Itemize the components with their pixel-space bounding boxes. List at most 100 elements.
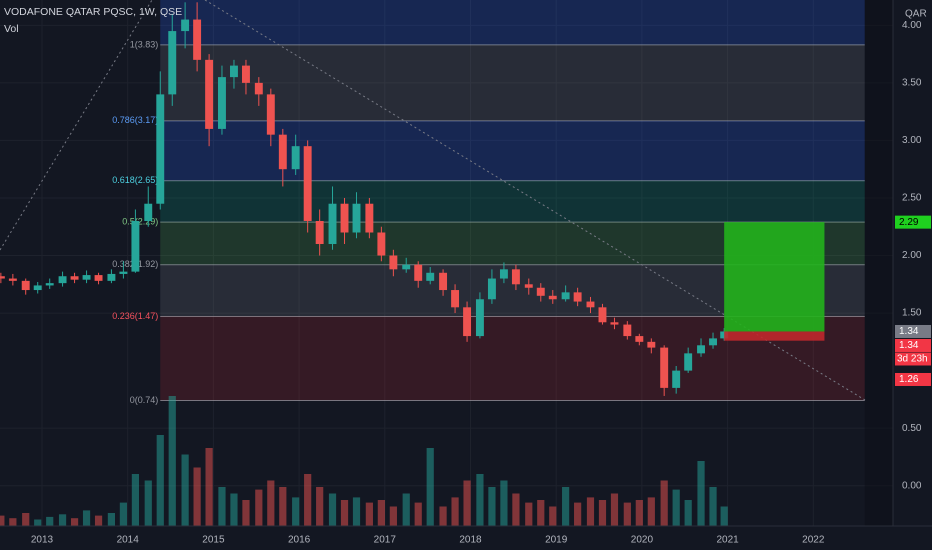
x-tick-label: 2014 — [117, 535, 140, 546]
candle-body — [402, 264, 411, 270]
volume-bar — [70, 518, 79, 526]
volume-bar — [439, 506, 447, 526]
candle-body — [303, 146, 312, 221]
candle-body — [365, 203, 374, 233]
candle-body — [610, 322, 619, 325]
candles — [0, 2, 729, 396]
volume-bar — [316, 487, 324, 526]
candle-body — [499, 269, 508, 279]
candle-body — [463, 307, 472, 337]
candle-body — [218, 77, 226, 129]
price-tag — [895, 215, 931, 229]
x-tick-label: 2018 — [459, 535, 482, 546]
volume-bar — [672, 489, 680, 526]
volume-bar — [218, 487, 226, 526]
price-tag — [895, 372, 931, 386]
candle-body — [511, 269, 520, 285]
fib-label: 0(0.74) — [130, 395, 159, 405]
chart-title: VODAFONE QATAR PQSC, 1W, QSE — [4, 6, 182, 18]
volume-bar — [598, 500, 607, 526]
volume-bar — [488, 487, 496, 526]
candle-body — [340, 203, 349, 233]
candle-body — [21, 280, 30, 291]
candle-body — [389, 255, 398, 270]
volume-bar — [107, 513, 116, 526]
volume-bar — [537, 500, 545, 526]
volume-bar — [720, 506, 728, 526]
volume-bars — [0, 396, 728, 526]
volume-bar — [697, 461, 705, 526]
volume-bar — [352, 497, 361, 526]
volume-bar — [156, 435, 164, 526]
volume-bar — [22, 513, 30, 526]
candle-body — [328, 203, 337, 245]
fib-band — [160, 0, 865, 45]
volume-bar — [58, 514, 67, 526]
x-tick-label: 2019 — [545, 535, 568, 546]
volume-bar — [131, 474, 140, 526]
volume-bar — [340, 500, 349, 526]
volume-bar — [144, 480, 152, 526]
price-axis — [893, 0, 932, 526]
candle-body — [119, 271, 128, 274]
candle-body — [635, 336, 644, 342]
candle-body — [266, 94, 275, 135]
candle-body — [475, 299, 484, 337]
candle-body — [647, 341, 656, 348]
countdown-label: 3d 23h — [897, 354, 928, 365]
volume-bar — [610, 493, 619, 526]
candle-body — [487, 278, 496, 300]
candle-body — [586, 301, 595, 308]
volume-bar — [389, 506, 397, 526]
volume-bar — [463, 480, 471, 526]
candle-body — [660, 347, 669, 388]
volume-bar — [82, 510, 91, 526]
candle-body — [193, 19, 202, 60]
candle-body — [131, 220, 140, 272]
candle-body — [561, 292, 570, 300]
candle-body — [45, 283, 54, 286]
candle-body — [623, 324, 632, 337]
candle-body — [414, 264, 423, 281]
y-tick-label: 4.00 — [902, 20, 922, 31]
candle-body — [697, 345, 705, 354]
candle-body — [8, 278, 17, 281]
price-tag-label: 1.34 — [899, 340, 919, 351]
candle-body — [254, 82, 263, 95]
candle-body — [548, 295, 557, 300]
candle-body — [439, 272, 448, 291]
fib-label: 0.618(2.65) — [112, 175, 158, 185]
volume-bar — [709, 487, 717, 526]
price-tag-label: 1.34 — [899, 326, 919, 337]
candle-body — [156, 94, 165, 204]
volume-bar — [377, 500, 385, 526]
volume-bar — [242, 500, 250, 526]
volume-bar — [635, 500, 643, 526]
volume-bar — [414, 502, 422, 526]
x-tick-label: 2020 — [631, 535, 654, 546]
x-tick-label: 2015 — [202, 535, 225, 546]
y-tick-label: 2.50 — [902, 193, 922, 204]
volume-bar — [574, 502, 582, 526]
axes: 4.00 3.50 3.00 2.50 2.00 1.50 0.50 0.00 2013 2014… — [31, 20, 931, 546]
volume-bar — [267, 480, 275, 526]
y-tick-label: 3.50 — [902, 78, 922, 89]
y-tick-label: 0.00 — [902, 480, 922, 491]
candle-body — [709, 338, 717, 346]
y-tick-label: 2.00 — [902, 250, 922, 261]
price-tag-label: 2.29 — [899, 217, 919, 228]
volume-bar — [365, 502, 373, 526]
candle-body — [168, 31, 177, 95]
candle-body — [94, 275, 103, 281]
candle-body — [242, 65, 250, 83]
candle-body — [230, 65, 238, 78]
volume-bar — [46, 516, 54, 526]
volume-bar — [119, 502, 128, 526]
candle-body — [58, 276, 67, 284]
fib-band — [160, 120, 865, 181]
x-tick-label: 2021 — [716, 535, 739, 546]
volume-bar — [500, 480, 508, 526]
candle-body — [684, 353, 693, 371]
fib-band — [160, 44, 865, 121]
